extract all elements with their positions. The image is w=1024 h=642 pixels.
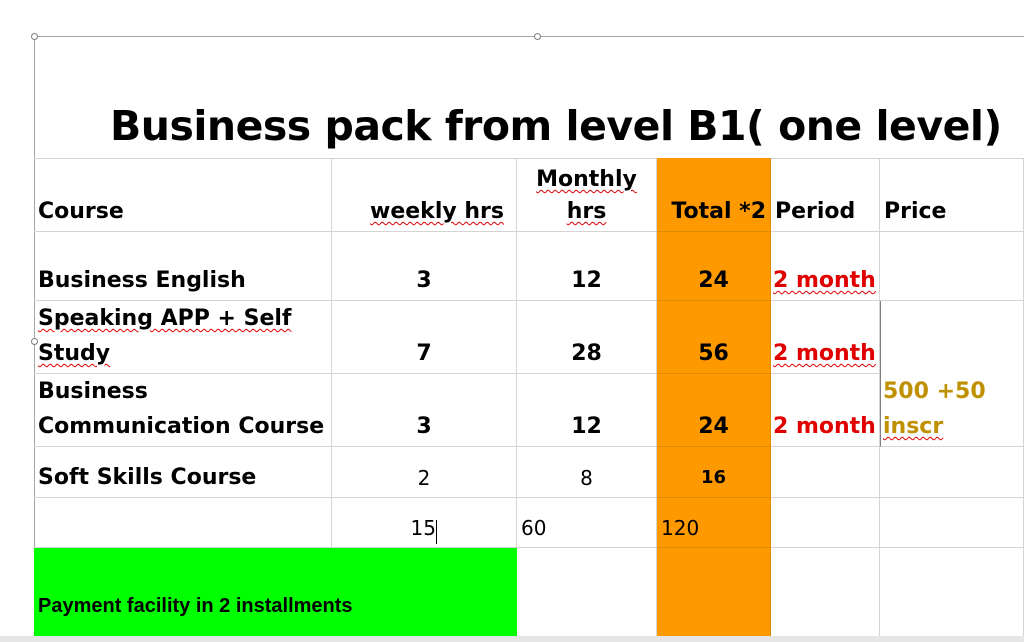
row1-period[interactable]: 2 month xyxy=(771,232,880,301)
page-title: Business pack from level B1( one level) xyxy=(110,102,1002,150)
row4-course[interactable]: Soft Skills Course xyxy=(34,447,332,498)
header-weekly-hrs[interactable]: weekly hrs xyxy=(332,158,517,232)
bottom-price[interactable] xyxy=(880,548,1024,642)
totals-price[interactable] xyxy=(880,498,1024,548)
totals-course[interactable] xyxy=(34,498,332,548)
row3-monthly[interactable]: 12 xyxy=(517,374,657,447)
resize-handle-left-middle[interactable] xyxy=(31,338,38,345)
row3-course[interactable]: Business Communication Course xyxy=(34,374,332,447)
header-price[interactable]: Price xyxy=(880,158,1024,232)
bottom-monthly[interactable] xyxy=(517,548,657,642)
totals-weekly[interactable]: 15 xyxy=(332,498,517,548)
row2-weekly[interactable]: 7 xyxy=(332,301,517,374)
payment-facility-cell[interactable]: Payment facility in 2 installments xyxy=(34,548,517,642)
row1-total[interactable]: 24 xyxy=(657,232,771,301)
row4-total[interactable]: 16 xyxy=(657,447,771,498)
row3-period[interactable]: 2 month xyxy=(771,374,880,447)
header-monthly-hrs[interactable]: Monthly hrs xyxy=(517,158,657,232)
row4-weekly[interactable]: 2 xyxy=(332,447,517,498)
row1-course[interactable]: Business English xyxy=(34,232,332,301)
bottom-period[interactable] xyxy=(771,548,880,642)
row2-period[interactable]: 2 month xyxy=(771,301,880,374)
resize-handle-top-center[interactable] xyxy=(534,33,541,40)
row4-price[interactable] xyxy=(880,447,1024,498)
header-total[interactable]: Total *2 xyxy=(657,158,771,232)
totals-monthly[interactable]: 60 xyxy=(517,498,657,548)
row2-monthly[interactable]: 28 xyxy=(517,301,657,374)
row3-total[interactable]: 24 xyxy=(657,374,771,447)
header-course[interactable]: Course xyxy=(34,158,332,232)
row1-price[interactable] xyxy=(880,232,1024,301)
sheet-scroll-strip xyxy=(0,636,1024,642)
row2-total[interactable]: 56 xyxy=(657,301,771,374)
header-period[interactable]: Period xyxy=(771,158,880,232)
totals-period[interactable] xyxy=(771,498,880,548)
bottom-total[interactable] xyxy=(657,548,771,642)
totals-total[interactable]: 120 xyxy=(657,498,771,548)
row1-monthly[interactable]: 12 xyxy=(517,232,657,301)
price-cell[interactable]: 500 +50 inscr xyxy=(880,301,1024,447)
text-cursor xyxy=(436,520,437,544)
row4-period[interactable] xyxy=(771,447,880,498)
row1-weekly[interactable]: 3 xyxy=(332,232,517,301)
row4-monthly[interactable]: 8 xyxy=(517,447,657,498)
resize-handle-top-left[interactable] xyxy=(31,33,38,40)
row3-weekly[interactable]: 3 xyxy=(332,374,517,447)
row2-course[interactable]: Speaking APP + Self Study xyxy=(34,301,332,374)
